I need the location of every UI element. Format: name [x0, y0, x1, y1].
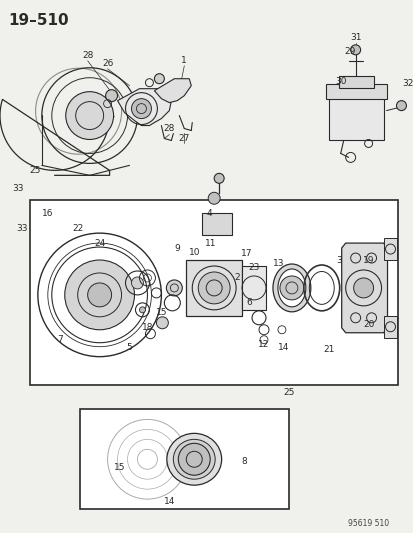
Ellipse shape [173, 439, 215, 479]
Text: 7: 7 [57, 335, 62, 344]
Text: 19: 19 [362, 255, 373, 264]
Text: 22: 22 [72, 224, 83, 232]
Text: 3: 3 [335, 255, 341, 264]
Text: 25: 25 [29, 166, 40, 175]
Bar [338, 76, 373, 88]
Circle shape [88, 283, 112, 307]
Text: 23: 23 [248, 263, 259, 272]
Circle shape [156, 317, 168, 329]
Text: 1: 1 [181, 56, 187, 65]
Bar [382, 238, 396, 260]
Text: 28: 28 [163, 124, 175, 133]
Text: 15: 15 [114, 463, 125, 472]
Circle shape [396, 101, 406, 110]
Circle shape [198, 272, 230, 304]
Text: 33: 33 [16, 224, 28, 232]
Text: 6: 6 [246, 298, 252, 308]
Text: 19–510: 19–510 [8, 13, 69, 28]
Bar [325, 84, 386, 99]
Text: 14: 14 [278, 343, 289, 352]
Text: 2: 2 [234, 273, 239, 282]
Bar [382, 316, 396, 338]
Bar [242, 266, 265, 310]
Text: 25: 25 [282, 388, 294, 397]
Text: 24: 24 [94, 239, 105, 248]
Circle shape [279, 276, 303, 300]
Text: 5: 5 [126, 343, 132, 352]
Polygon shape [341, 243, 387, 333]
Circle shape [139, 307, 145, 313]
Text: 9: 9 [174, 244, 180, 253]
Text: 31: 31 [349, 34, 361, 42]
Circle shape [154, 74, 164, 84]
Text: 10: 10 [188, 247, 199, 256]
Bar [80, 409, 288, 509]
Text: 12: 12 [258, 340, 269, 349]
Polygon shape [117, 88, 171, 126]
Circle shape [66, 92, 113, 140]
Text: 21: 21 [322, 345, 334, 354]
Text: 95619 510: 95619 510 [347, 519, 388, 528]
Text: 33: 33 [12, 184, 24, 193]
Circle shape [166, 280, 182, 296]
Text: 26: 26 [102, 59, 113, 68]
Bar [30, 200, 398, 384]
Text: 8: 8 [241, 457, 246, 466]
Circle shape [208, 192, 220, 204]
Circle shape [131, 99, 151, 118]
Text: 14: 14 [163, 497, 175, 506]
Circle shape [131, 277, 143, 289]
Text: 18: 18 [141, 324, 153, 332]
Text: 29: 29 [344, 47, 355, 56]
Polygon shape [186, 260, 242, 316]
Text: 11: 11 [205, 239, 216, 248]
Text: 16: 16 [42, 209, 53, 217]
Bar [202, 213, 232, 235]
Text: 32: 32 [402, 79, 413, 88]
Text: 17: 17 [241, 248, 252, 257]
Text: 13: 13 [273, 259, 284, 268]
Text: 15: 15 [155, 308, 167, 317]
Ellipse shape [166, 433, 221, 485]
Text: 27: 27 [178, 134, 190, 143]
Text: 4: 4 [206, 209, 211, 217]
Ellipse shape [277, 269, 305, 307]
Circle shape [64, 260, 134, 330]
Circle shape [353, 278, 373, 298]
Text: 30: 30 [334, 77, 346, 86]
Ellipse shape [272, 264, 310, 312]
Polygon shape [154, 79, 191, 103]
Bar [328, 95, 382, 141]
Circle shape [105, 90, 117, 102]
Circle shape [178, 443, 210, 475]
Circle shape [214, 173, 223, 183]
Text: 28: 28 [82, 51, 93, 60]
Circle shape [350, 45, 360, 55]
Text: 20: 20 [362, 320, 373, 329]
